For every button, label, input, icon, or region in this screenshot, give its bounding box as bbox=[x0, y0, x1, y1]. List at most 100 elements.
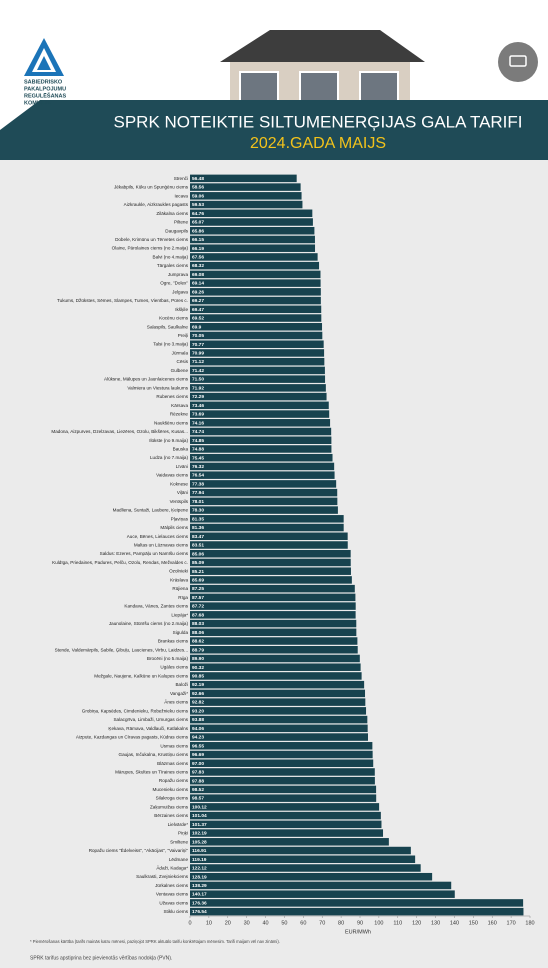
value-label: 116.91 bbox=[192, 848, 207, 854]
x-tick-label: 160 bbox=[488, 920, 497, 926]
bar bbox=[190, 183, 301, 191]
x-axis-label: EUR/MWh bbox=[345, 929, 371, 935]
category-label: Ikšķile bbox=[175, 307, 188, 312]
category-label: Pļaviņas bbox=[171, 516, 189, 521]
category-label: Zilākalna ciems bbox=[156, 211, 188, 216]
logo-text: KOMISIJA bbox=[24, 100, 51, 106]
category-label: Preiļi bbox=[178, 333, 188, 338]
bar bbox=[190, 392, 327, 401]
category-label: Salaspils, Saulkalne bbox=[147, 324, 189, 329]
bar bbox=[190, 279, 321, 287]
bar bbox=[190, 235, 315, 244]
value-label: 90.85 bbox=[192, 674, 204, 680]
value-label: 81.36 bbox=[192, 525, 204, 531]
category-label: Madona, Aizpurves, Dzelzavas, Liezēres, … bbox=[51, 429, 188, 434]
bar bbox=[190, 820, 382, 829]
category-label: Bērzaines ciems bbox=[154, 813, 188, 818]
footnote: * Piemērošanas kārtība (tarifs mainās ka… bbox=[30, 939, 280, 944]
value-label: 97.00 bbox=[192, 761, 204, 767]
category-label: Piltene bbox=[174, 220, 188, 225]
category-label: Ventavas ciems bbox=[156, 892, 189, 897]
footnote: SPRK tarifus apstiprina bez pievienotās … bbox=[30, 955, 172, 961]
bar bbox=[190, 349, 325, 357]
bar bbox=[190, 218, 313, 226]
bar bbox=[190, 375, 326, 383]
bar bbox=[190, 331, 323, 340]
category-label: Aizkraukle, Aizkraukles pagasts bbox=[124, 202, 189, 207]
value-label: 66.15 bbox=[192, 237, 204, 243]
value-label: 69.27 bbox=[192, 298, 204, 304]
value-label: 98.52 bbox=[192, 787, 204, 793]
bar bbox=[190, 401, 329, 410]
category-label: Kārsava bbox=[171, 403, 188, 408]
x-tick-label: 20 bbox=[225, 920, 231, 926]
bar bbox=[190, 506, 338, 514]
bar bbox=[190, 410, 330, 418]
value-label: 74.88 bbox=[192, 447, 204, 453]
category-label: Rīga bbox=[178, 595, 188, 600]
category-label: Brocēni (no 5.maija) bbox=[147, 656, 189, 661]
category-label: Jūrmala bbox=[172, 350, 189, 355]
bar bbox=[190, 384, 326, 392]
bar bbox=[190, 794, 377, 802]
value-label: 128.19 bbox=[192, 874, 207, 880]
category-label: Ugāles ciems bbox=[160, 665, 188, 670]
value-label: 138.29 bbox=[192, 883, 207, 889]
bar bbox=[190, 803, 380, 811]
bar bbox=[190, 305, 322, 314]
value-label: 76.32 bbox=[192, 464, 204, 470]
value-label: 97.83 bbox=[192, 770, 204, 776]
value-label: 68.32 bbox=[192, 263, 204, 269]
title-band bbox=[0, 100, 548, 160]
x-tick-label: 30 bbox=[244, 920, 250, 926]
category-label: Kandava, Vānes, Zantes ciems bbox=[124, 604, 188, 609]
category-label: Zaķumuižas ciems bbox=[150, 804, 189, 809]
category-label: Daugavpils bbox=[165, 228, 188, 233]
value-label: 122.12 bbox=[192, 866, 207, 872]
value-label: 65.07 bbox=[192, 220, 204, 226]
category-label: Auce, Bēnes, Lielauces ciems bbox=[127, 534, 189, 539]
value-label: 64.76 bbox=[192, 211, 204, 217]
value-label: 77.38 bbox=[192, 481, 204, 487]
value-label: 56.48 bbox=[192, 176, 204, 182]
category-label: Kocēnu ciems bbox=[159, 316, 189, 321]
category-label: Ozolnieki bbox=[169, 569, 188, 574]
x-tick-label: 70 bbox=[319, 920, 325, 926]
value-label: 101.37 bbox=[192, 822, 207, 828]
value-label: 83.51 bbox=[192, 543, 204, 549]
value-label: 78.30 bbox=[192, 508, 204, 514]
screen-button[interactable] bbox=[498, 42, 538, 82]
value-label: 58.56 bbox=[192, 185, 204, 191]
x-tick-label: 80 bbox=[338, 920, 344, 926]
bar bbox=[190, 838, 389, 846]
category-label: Kuldīga, Priedaines, Padures, Pelču, Ozo… bbox=[52, 560, 188, 565]
value-label: 85.21 bbox=[192, 569, 204, 575]
bar bbox=[190, 663, 361, 671]
value-label: 83.47 bbox=[192, 534, 204, 540]
x-tick-label: 180 bbox=[525, 920, 534, 926]
x-tick-label: 50 bbox=[281, 920, 287, 926]
category-label: Talsi (no 3.maija) bbox=[153, 342, 188, 347]
category-label: Balvi (no 4.maija) bbox=[153, 254, 189, 259]
bar bbox=[190, 532, 348, 541]
category-label: Aizpute, Kazdangas un Cīravas pagasts, K… bbox=[76, 735, 189, 740]
value-label: 93.88 bbox=[192, 717, 204, 723]
value-label: 71.50 bbox=[192, 377, 204, 383]
value-label: 89.90 bbox=[192, 656, 204, 662]
value-label: 88.62 bbox=[192, 639, 204, 645]
value-label: 87.57 bbox=[192, 595, 204, 601]
category-label: Lēdmane bbox=[169, 857, 189, 862]
bar bbox=[190, 462, 335, 471]
value-label: 76.54 bbox=[192, 473, 204, 479]
category-label: Mežgale, Naujene, Kalkūne un Kalupes cie… bbox=[94, 673, 188, 678]
value-label: 96.55 bbox=[192, 743, 204, 749]
logo-text: SABIEDRISKO bbox=[24, 79, 63, 85]
value-label: 87.72 bbox=[192, 604, 204, 610]
x-tick-label: 130 bbox=[431, 920, 440, 926]
category-label: Rubenes ciems bbox=[156, 394, 188, 399]
bar bbox=[190, 480, 337, 488]
logo-text: REGULĒŠANAS bbox=[24, 91, 67, 99]
bar bbox=[190, 611, 356, 619]
